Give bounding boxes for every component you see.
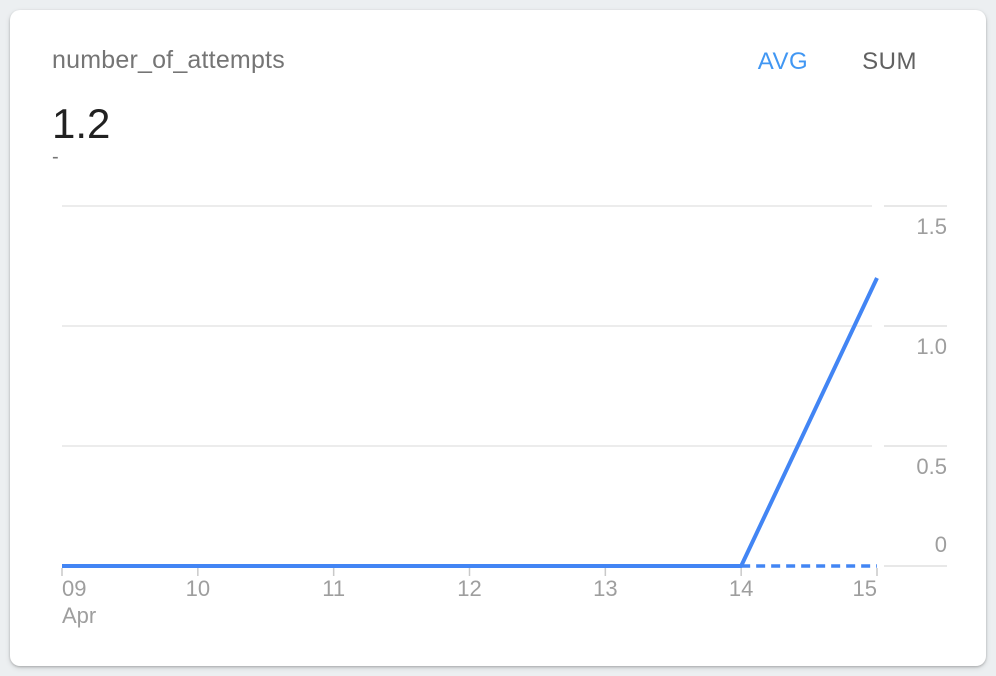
y-tick-label: 1.5 bbox=[916, 214, 947, 239]
sum-toggle-button[interactable]: SUM bbox=[862, 48, 917, 75]
x-tick-label: 13 bbox=[593, 576, 618, 601]
metric-value: 1.2 bbox=[52, 100, 111, 147]
x-tick-label: 15 bbox=[852, 576, 877, 601]
aggregation-toggle: AVG SUM bbox=[758, 48, 917, 76]
metric-secondary-value: - bbox=[52, 146, 59, 168]
y-tick-label: 1.0 bbox=[916, 334, 947, 359]
y-tick-label: 0 bbox=[934, 532, 947, 557]
line-chart: 0 0.5 1.0 1.5 09 10 11 12 13 14 15 Apr bbox=[10, 10, 986, 666]
x-tick-label: 09 bbox=[62, 576, 87, 601]
x-axis-month-label: Apr bbox=[62, 603, 97, 628]
x-tick-label: 11 bbox=[322, 576, 346, 601]
x-tick-label: 12 bbox=[457, 576, 482, 601]
metric-card: number_of_attempts AVG SUM 1.2 - 0 0.5 1.0… bbox=[10, 10, 986, 666]
series-line-solid bbox=[62, 277, 879, 568]
avg-toggle-button[interactable]: AVG bbox=[757, 48, 809, 75]
chart-canvas bbox=[61, 205, 947, 576]
x-tick-label: 10 bbox=[185, 576, 211, 601]
x-tick-label: 14 bbox=[728, 576, 754, 601]
chart-title: number_of_attempts bbox=[52, 46, 285, 74]
y-tick-label: 0.5 bbox=[916, 454, 947, 479]
